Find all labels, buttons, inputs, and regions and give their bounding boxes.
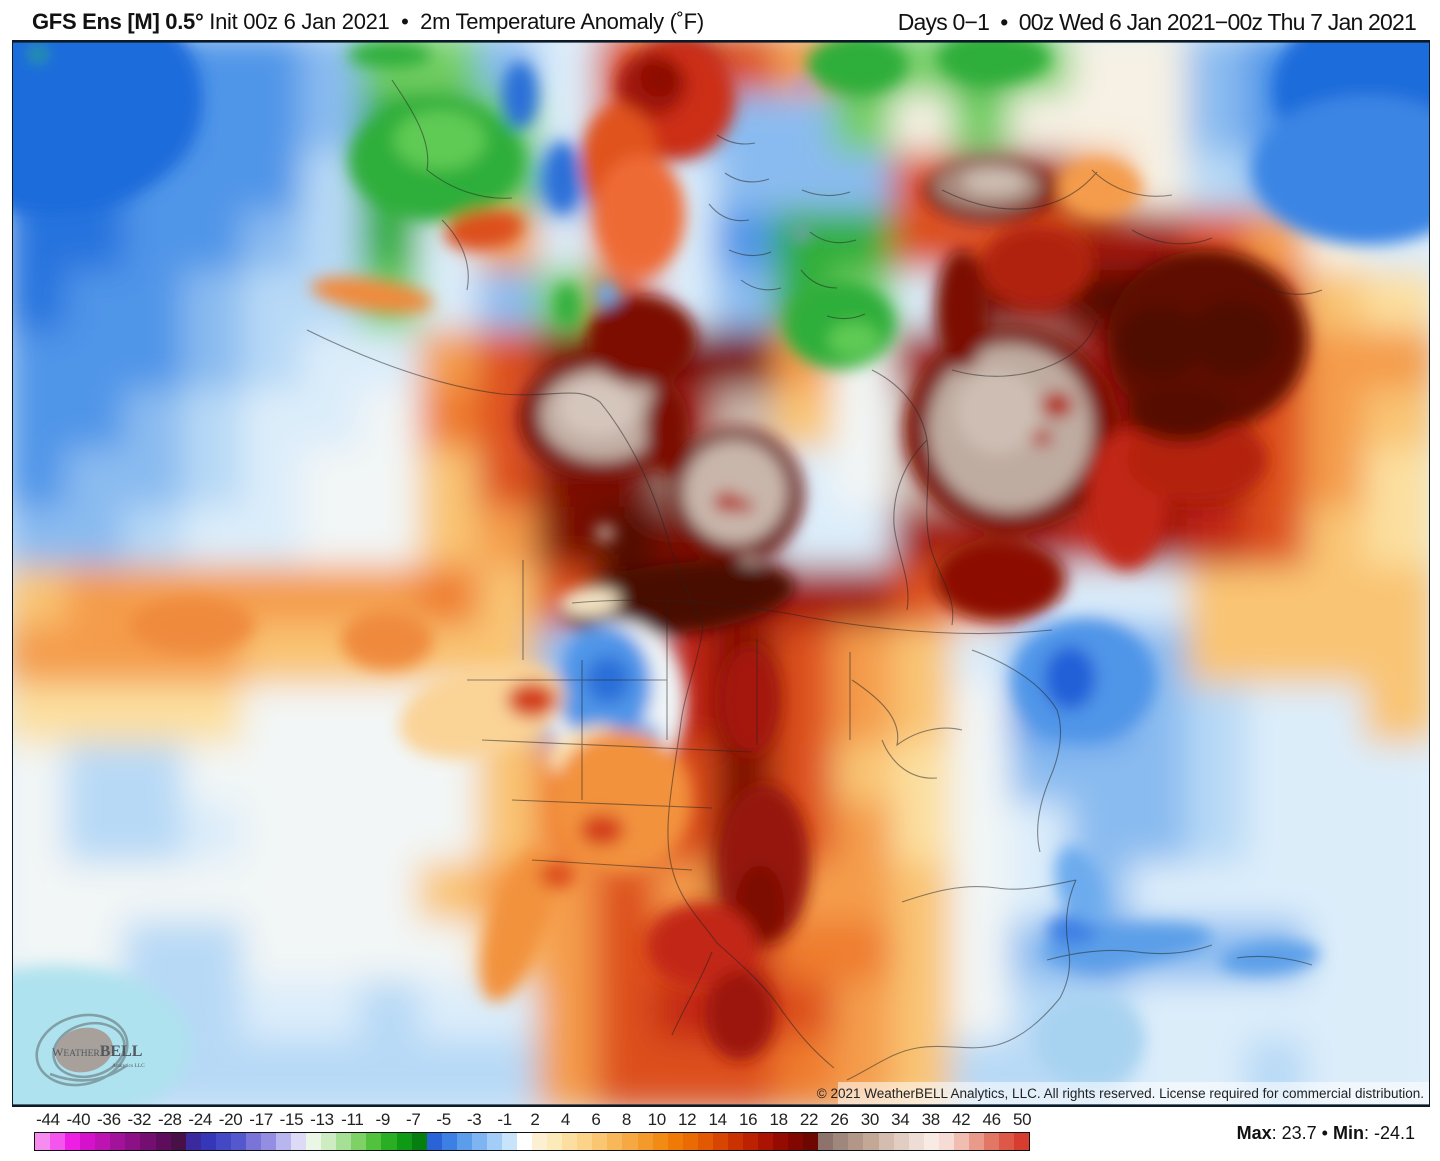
svg-text:© 2021 WeatherBELL Analytics,: © 2021 WeatherBELL Analytics, LLC. All r… bbox=[817, 1086, 1424, 1101]
svg-text:Analytics LLC: Analytics LLC bbox=[112, 1063, 145, 1069]
